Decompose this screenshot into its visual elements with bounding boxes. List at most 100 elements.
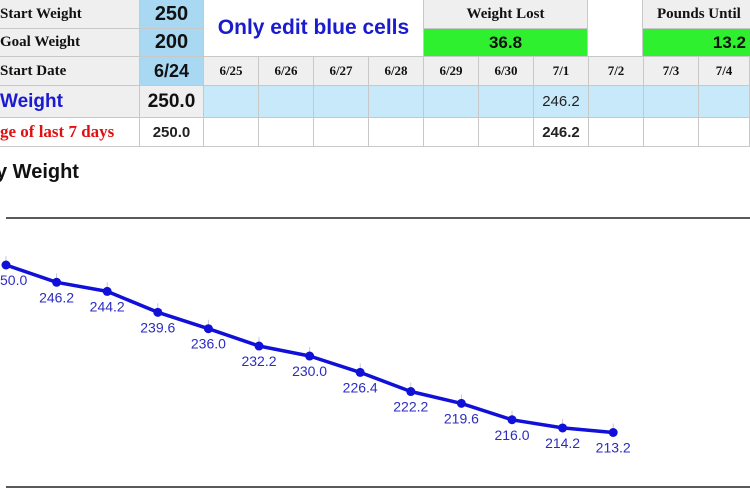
data-label: 246.2: [39, 289, 74, 305]
weight-first-value: 250.0: [147, 90, 196, 112]
date-header-cell-3[interactable]: 6/27: [314, 57, 369, 86]
data-label: 244.2: [90, 298, 125, 314]
date-header-value: 6/29: [439, 63, 463, 78]
date-header-cell-6[interactable]: 6/30: [479, 57, 534, 86]
data-label: 50.0: [0, 272, 27, 288]
average-first-value: 250.0: [152, 123, 191, 141]
data-point: [406, 387, 416, 397]
start-date-label-text: Start Date: [0, 62, 67, 79]
weight-cell-5[interactable]: [424, 86, 479, 118]
date-header-cell-2[interactable]: 6/26: [259, 57, 314, 86]
date-header-cell-8[interactable]: 7/2: [589, 57, 644, 86]
date-header-value: 6/28: [384, 63, 408, 78]
start-date-value: 6/24: [153, 60, 190, 81]
data-label: 232.2: [241, 353, 276, 369]
data-point: [102, 286, 112, 296]
data-point: [355, 367, 365, 377]
data-point: [558, 423, 568, 433]
date-header-cell-7[interactable]: 7/1: [534, 57, 589, 86]
date-header-cell-1[interactable]: 6/25: [204, 57, 259, 86]
average-cell-7[interactable]: 246.2: [534, 118, 589, 147]
data-point: [203, 324, 213, 334]
start-weight-label[interactable]: Start Weight: [0, 0, 140, 29]
weight-lost-label: Weight Lost: [466, 5, 545, 22]
weight-cell-8[interactable]: [589, 86, 644, 118]
pounds-until-cell[interactable]: 13.2: [643, 29, 750, 57]
start-weight-cell[interactable]: 250: [140, 0, 204, 29]
average-cell-3[interactable]: [314, 118, 369, 147]
weight-lost-cell[interactable]: 36.8: [424, 29, 588, 57]
weight-cell-2[interactable]: [259, 86, 314, 118]
date-header-value: 7/1: [552, 63, 570, 78]
weight-first-cell[interactable]: 250.0: [140, 86, 204, 118]
weight-cell-9[interactable]: [644, 86, 699, 118]
pounds-until-header[interactable]: Pounds Until: [643, 0, 750, 29]
date-header-value: 6/26: [274, 63, 298, 78]
weight-lost-header[interactable]: Weight Lost: [424, 0, 588, 29]
date-header-cell-10[interactable]: 7/4: [699, 57, 750, 86]
date-header-cell-5[interactable]: 6/29: [424, 57, 479, 86]
average-first-cell[interactable]: 250.0: [140, 118, 204, 147]
data-label: 219.6: [444, 410, 479, 426]
data-point: [305, 351, 315, 361]
date-header-cell-4[interactable]: 6/28: [369, 57, 424, 86]
average-label[interactable]: ge of last 7 days: [0, 118, 140, 147]
data-label: 213.2: [596, 440, 631, 456]
data-label: 214.2: [545, 435, 580, 451]
date-header-value: 7/2: [607, 63, 625, 78]
goal-weight-label[interactable]: Goal Weight: [0, 29, 140, 57]
data-point: [52, 277, 62, 287]
goal-weight-value: 200: [154, 31, 189, 53]
data-point: [153, 307, 163, 317]
data-label: 239.6: [140, 319, 175, 335]
goal-weight-label-text: Goal Weight: [0, 34, 81, 50]
data-label: 226.4: [343, 379, 378, 395]
start-weight-value: 250: [154, 2, 189, 25]
weight-cell-1[interactable]: [204, 86, 259, 118]
chart-title: y Weight: [0, 161, 79, 183]
average-cell-1[interactable]: [204, 118, 259, 147]
average-cell-6[interactable]: [479, 118, 534, 147]
start-date-label[interactable]: Start Date: [0, 57, 140, 86]
data-point: [456, 398, 466, 408]
weight-lost-value: 36.8: [488, 32, 523, 52]
weight-value: 246.2: [542, 93, 580, 110]
data-point: [254, 341, 264, 351]
data-label: 230.0: [292, 363, 327, 379]
data-point: [1, 260, 11, 270]
date-header-cell-9[interactable]: 7/3: [644, 57, 699, 86]
average-cell-2[interactable]: [259, 118, 314, 147]
average-cell-5[interactable]: [424, 118, 479, 147]
average-value: 246.2: [542, 123, 580, 141]
goal-weight-cell[interactable]: 200: [140, 29, 204, 57]
start-date-cell[interactable]: 6/24: [140, 57, 204, 86]
weight-cell-10[interactable]: [699, 86, 750, 118]
weight-cell-7[interactable]: 246.2: [534, 86, 589, 118]
average-cell-9[interactable]: [644, 118, 699, 147]
average-label-text: ge of last 7 days: [0, 122, 115, 141]
date-header-value: 7/3: [662, 63, 680, 78]
data-label: 222.2: [393, 399, 428, 415]
edit-note[interactable]: Only edit blue cells: [204, 0, 424, 57]
start-weight-label-text: Start Weight: [0, 5, 82, 22]
data-point: [507, 415, 517, 425]
weight-cell-4[interactable]: [369, 86, 424, 118]
pounds-until-label: Pounds Until: [657, 5, 741, 22]
date-header-value: 7/4: [715, 63, 733, 78]
weight-cell-3[interactable]: [314, 86, 369, 118]
data-label: 216.0: [494, 427, 529, 443]
average-cell-4[interactable]: [369, 118, 424, 147]
pounds-until-value: 13.2: [712, 32, 746, 52]
weight-label[interactable]: Weight: [0, 86, 140, 118]
date-header-value: 6/25: [219, 63, 243, 78]
blank-cell[interactable]: [588, 0, 643, 57]
average-cell-8[interactable]: [589, 118, 644, 147]
edit-note-text: Only edit blue cells: [217, 16, 410, 39]
date-header-value: 6/30: [494, 63, 518, 78]
data-point: [608, 428, 618, 437]
date-header-value: 6/27: [329, 63, 353, 78]
data-label: 236.0: [191, 336, 226, 352]
weight-label-text: Weight: [0, 90, 63, 112]
weight-cell-6[interactable]: [479, 86, 534, 118]
